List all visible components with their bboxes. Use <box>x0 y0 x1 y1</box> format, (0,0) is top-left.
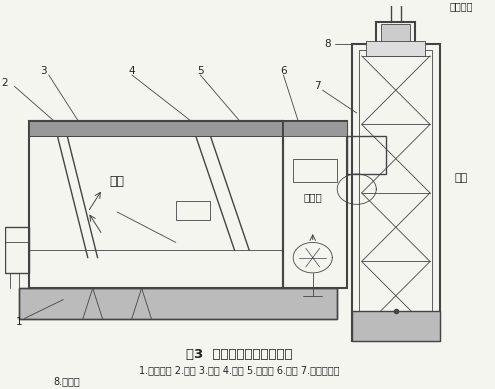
Text: 5: 5 <box>197 66 203 76</box>
Bar <box>347 136 386 174</box>
Bar <box>29 121 283 136</box>
Text: 1: 1 <box>16 317 23 328</box>
Text: 4: 4 <box>129 66 135 76</box>
Text: 7: 7 <box>314 81 321 91</box>
Bar <box>359 50 433 336</box>
Bar <box>293 159 337 182</box>
Bar <box>381 23 410 42</box>
Text: 冷空气: 冷空气 <box>303 192 322 202</box>
Bar <box>19 288 337 319</box>
Text: 1.往复炉排 2.前拱 3.炉膛 4.后拱 5.沉降室 6.热骨 7.热管换热器: 1.往复炉排 2.前拱 3.炉膛 4.后拱 5.沉降室 6.热骨 7.热管换热器 <box>139 365 340 375</box>
Text: 8: 8 <box>324 39 331 49</box>
Bar <box>4 227 29 273</box>
Bar <box>19 288 337 319</box>
Bar <box>29 121 283 288</box>
Text: 热风: 热风 <box>454 173 468 183</box>
Text: 3: 3 <box>41 66 47 76</box>
Bar <box>283 121 347 136</box>
Text: 烟气出口: 烟气出口 <box>449 2 473 11</box>
Text: 图3  热管式热风炉结构示意: 图3 热管式热风炉结构示意 <box>186 348 293 361</box>
Bar <box>283 121 347 288</box>
Bar <box>352 311 440 342</box>
Bar <box>376 22 415 44</box>
Text: 2: 2 <box>1 77 8 88</box>
Bar <box>176 201 210 219</box>
Text: 8.碳钝管: 8.碳钝管 <box>53 377 80 386</box>
Bar <box>366 41 425 56</box>
Text: 6: 6 <box>280 66 287 76</box>
Text: 烟气: 烟气 <box>110 175 125 188</box>
Bar <box>352 44 440 342</box>
